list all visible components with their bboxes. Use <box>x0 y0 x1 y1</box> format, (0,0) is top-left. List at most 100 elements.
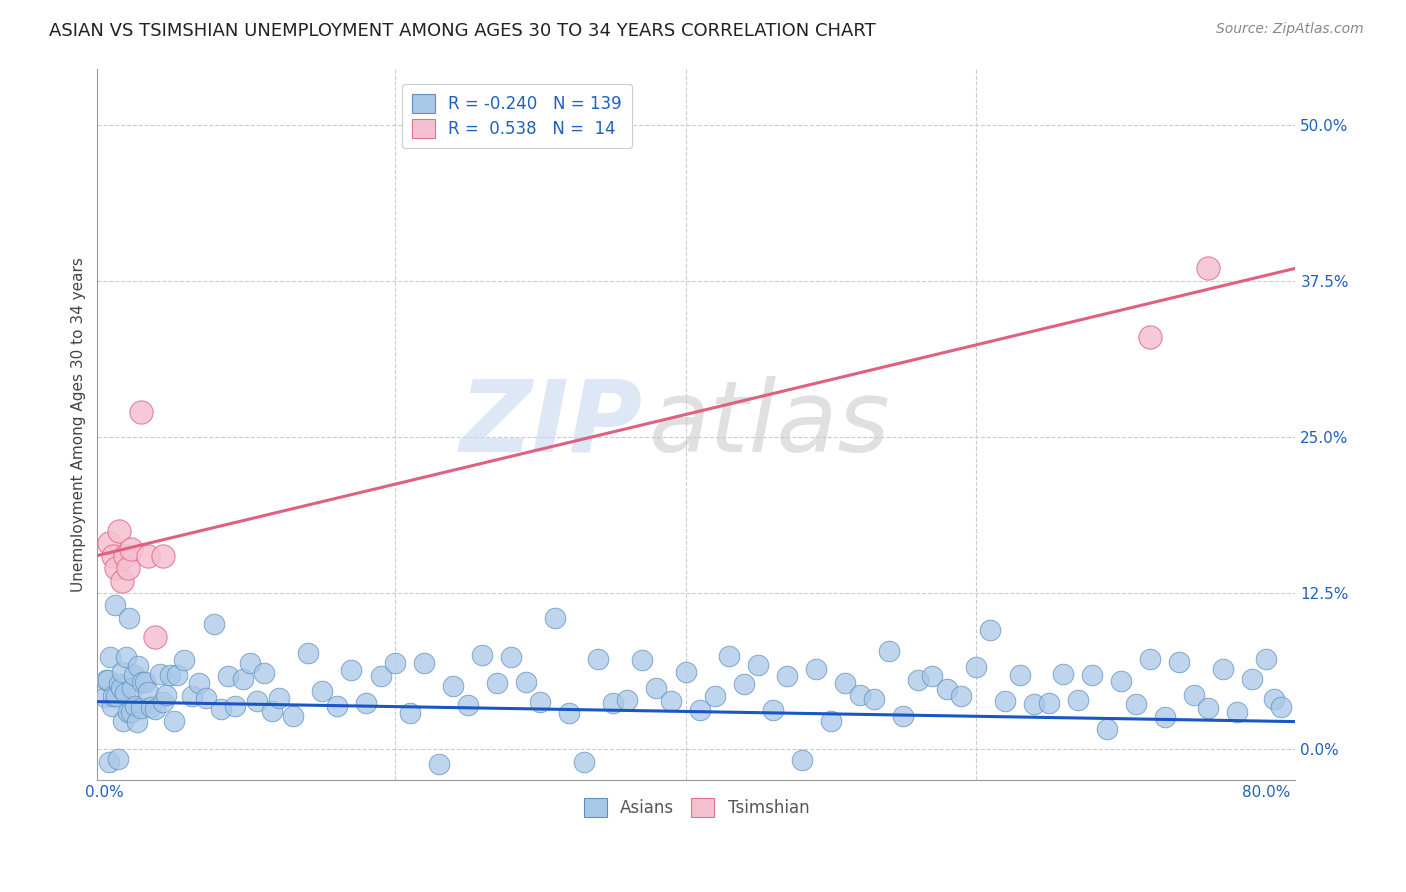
Point <box>326 698 349 713</box>
Point <box>118 611 141 625</box>
Point <box>891 708 914 723</box>
Point <box>1168 655 1191 669</box>
Point <box>96 673 118 687</box>
Point <box>180 690 202 704</box>
Point <box>965 660 987 674</box>
Point <box>544 611 567 625</box>
Point <box>253 666 276 681</box>
Point <box>834 676 856 690</box>
Point <box>950 689 973 703</box>
Point <box>790 753 813 767</box>
Point <box>340 663 363 677</box>
Point <box>108 524 131 538</box>
Point <box>776 669 799 683</box>
Point <box>297 646 319 660</box>
Point <box>139 700 162 714</box>
Point <box>1139 652 1161 666</box>
Point <box>384 656 406 670</box>
Point <box>471 648 494 663</box>
Point <box>572 755 595 769</box>
Point <box>114 549 136 563</box>
Point <box>104 599 127 613</box>
Point <box>1263 692 1285 706</box>
Point <box>703 689 725 703</box>
Point <box>112 714 135 729</box>
Point <box>166 668 188 682</box>
Point <box>1182 688 1205 702</box>
Point <box>202 617 225 632</box>
Point <box>188 676 211 690</box>
Point <box>122 668 145 682</box>
Point <box>979 624 1001 638</box>
Point <box>195 690 218 705</box>
Point <box>1066 693 1088 707</box>
Point <box>1197 261 1219 276</box>
Point <box>515 674 537 689</box>
Point <box>1240 672 1263 686</box>
Point <box>105 561 128 575</box>
Point <box>457 698 479 712</box>
Point <box>94 673 117 687</box>
Point <box>1081 668 1104 682</box>
Point <box>1109 674 1132 689</box>
Point <box>529 695 551 709</box>
Point <box>588 652 610 666</box>
Point <box>149 666 172 681</box>
Point <box>1038 696 1060 710</box>
Point <box>370 669 392 683</box>
Point <box>129 405 152 419</box>
Point <box>120 706 142 720</box>
Point <box>117 561 139 575</box>
Point <box>152 695 174 709</box>
Point <box>1197 701 1219 715</box>
Text: ZIP: ZIP <box>460 376 643 473</box>
Point <box>145 702 167 716</box>
Point <box>1226 705 1249 719</box>
Point <box>413 656 436 670</box>
Point <box>103 690 125 704</box>
Point <box>820 714 842 728</box>
Point <box>1212 661 1234 675</box>
Point <box>733 677 755 691</box>
Point <box>1153 710 1175 724</box>
Point <box>558 706 581 720</box>
Point <box>398 706 420 721</box>
Point <box>659 693 682 707</box>
Point <box>111 574 134 588</box>
Point <box>98 755 121 769</box>
Point <box>1095 722 1118 736</box>
Point <box>675 665 697 680</box>
Point <box>239 656 262 670</box>
Point <box>101 699 124 714</box>
Point <box>485 675 508 690</box>
Point <box>806 662 828 676</box>
Point <box>105 689 128 703</box>
Point <box>103 549 125 563</box>
Point <box>98 536 121 550</box>
Point <box>1125 698 1147 712</box>
Point <box>616 692 638 706</box>
Point <box>159 667 181 681</box>
Point <box>173 653 195 667</box>
Point <box>907 673 929 688</box>
Point <box>209 702 232 716</box>
Point <box>1139 330 1161 344</box>
Point <box>136 685 159 699</box>
Point <box>232 672 254 686</box>
Point <box>125 714 148 729</box>
Point <box>501 650 523 665</box>
Text: Source: ZipAtlas.com: Source: ZipAtlas.com <box>1216 22 1364 37</box>
Point <box>718 648 741 663</box>
Point <box>354 696 377 710</box>
Point <box>136 549 159 563</box>
Point <box>1270 699 1292 714</box>
Point <box>224 699 246 714</box>
Text: ASIAN VS TSIMSHIAN UNEMPLOYMENT AMONG AGES 30 TO 34 YEARS CORRELATION CHART: ASIAN VS TSIMSHIAN UNEMPLOYMENT AMONG AG… <box>49 22 876 40</box>
Point <box>602 696 624 710</box>
Point <box>1008 668 1031 682</box>
Point <box>935 681 957 696</box>
Point <box>849 688 872 702</box>
Point <box>260 705 283 719</box>
Point <box>267 690 290 705</box>
Point <box>246 693 269 707</box>
